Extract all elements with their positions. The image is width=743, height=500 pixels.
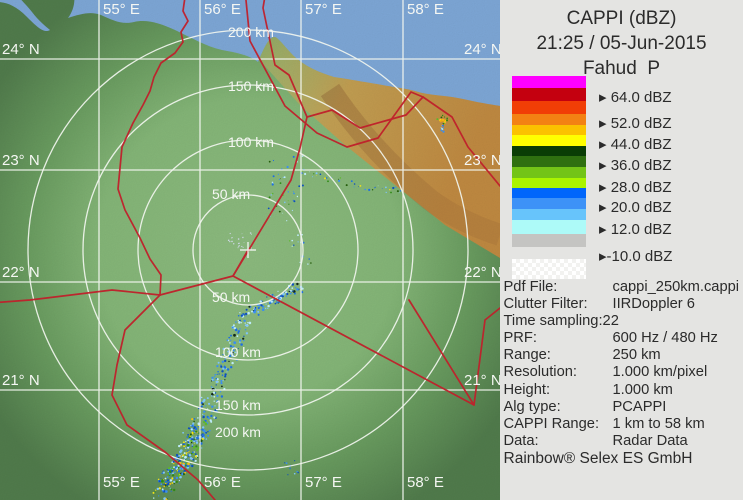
- svg-text:22° N: 22° N: [464, 264, 500, 281]
- svg-text:58° E: 58° E: [407, 474, 444, 491]
- svg-text:55° E: 55° E: [103, 1, 140, 18]
- svg-text:57° E: 57° E: [305, 1, 342, 18]
- svg-text:150 km: 150 km: [215, 397, 261, 413]
- svg-text:55° E: 55° E: [103, 474, 140, 491]
- svg-text:56° E: 56° E: [204, 1, 241, 18]
- svg-text:21° N: 21° N: [2, 372, 40, 389]
- svg-text:22° N: 22° N: [2, 264, 40, 281]
- svg-text:100 km: 100 km: [215, 344, 261, 360]
- svg-text:100 km: 100 km: [228, 134, 274, 150]
- svg-text:21° N: 21° N: [464, 372, 500, 389]
- svg-text:57° E: 57° E: [305, 474, 342, 491]
- svg-text:24° N: 24° N: [2, 41, 40, 58]
- svg-text:23° N: 23° N: [464, 152, 500, 169]
- svg-text:200 km: 200 km: [228, 24, 274, 40]
- svg-text:56° E: 56° E: [204, 474, 241, 491]
- svg-text:200 km: 200 km: [215, 424, 261, 440]
- svg-text:50 km: 50 km: [212, 186, 250, 202]
- svg-text:150 km: 150 km: [228, 78, 274, 94]
- svg-text:50 km: 50 km: [212, 289, 250, 305]
- svg-text:23° N: 23° N: [2, 152, 40, 169]
- svg-text:24° N: 24° N: [464, 41, 500, 58]
- svg-text:58° E: 58° E: [407, 1, 444, 18]
